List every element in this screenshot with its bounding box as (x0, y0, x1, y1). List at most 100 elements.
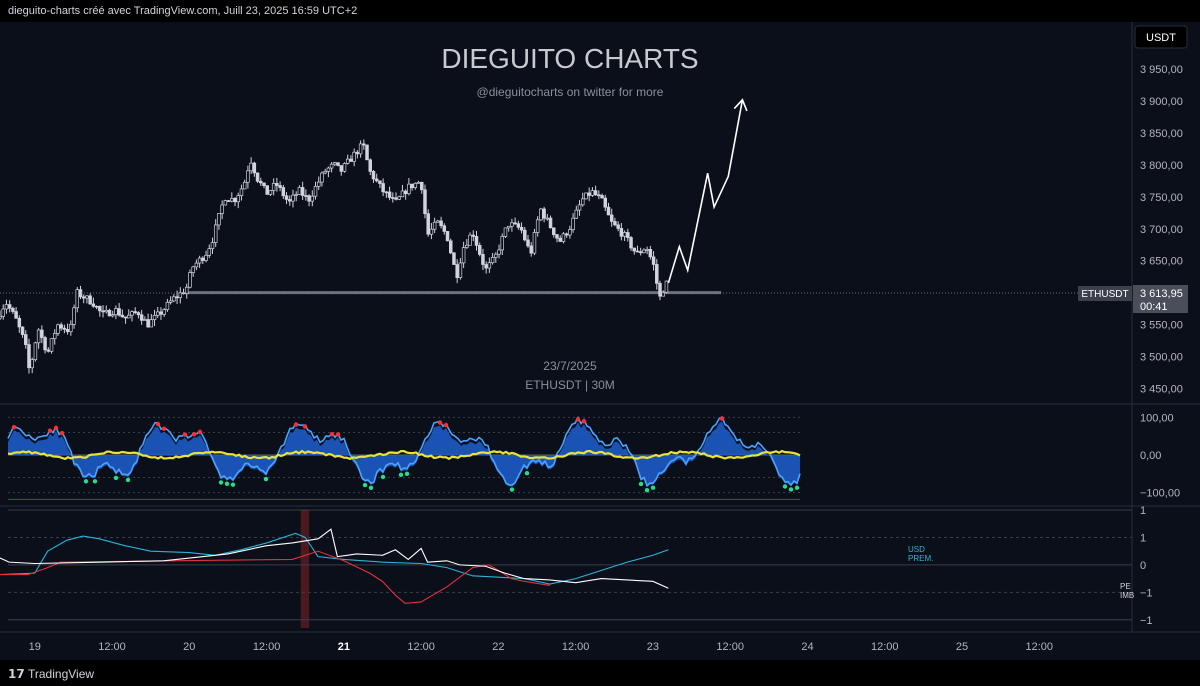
time-tick-label: 25 (956, 641, 968, 653)
osc-red-dot (161, 426, 167, 431)
candle-up (400, 190, 405, 198)
time-tick-label: 12:00 (253, 641, 281, 653)
pe-imb-label-1: PE (1120, 582, 1131, 591)
time-tick-label: 23 (647, 641, 659, 653)
candle-down (606, 206, 611, 216)
candle-down (281, 187, 286, 197)
candle-down (587, 192, 591, 196)
osc-yellow-line (7, 449, 801, 461)
osc-green-dot (113, 475, 119, 481)
osc-green-dot (92, 479, 98, 484)
price-tick-label: 3 650,00 (1140, 256, 1183, 268)
candle-up (468, 234, 472, 246)
candle-up (664, 280, 669, 293)
candle-up (130, 311, 134, 316)
candle-up (220, 204, 224, 214)
candle-down (455, 264, 459, 278)
candle-up (204, 254, 208, 261)
candle-down (423, 189, 427, 215)
candle-up (249, 162, 253, 172)
currency-button-label: USDT (1146, 32, 1176, 44)
candle-up (416, 181, 421, 184)
indicator-grid (8, 509, 1132, 621)
candle-up (584, 192, 588, 200)
candle-up (310, 195, 315, 202)
price-axis-background (1132, 22, 1200, 632)
indicator-lines (0, 528, 669, 604)
countdown-value: 00:41 (1140, 301, 1168, 313)
osc-red-dot (302, 424, 308, 429)
time-tick-label: 21 (338, 641, 350, 653)
candle-down (304, 195, 308, 197)
candle-down (629, 237, 633, 249)
footer-bar: 𝟭𝟳 TradingView (0, 660, 1200, 686)
candle-up (622, 232, 627, 237)
time-tick-label: 12:00 (562, 641, 590, 653)
candle-down (40, 329, 44, 338)
currency-button[interactable] (1134, 25, 1188, 49)
candle-down (300, 187, 305, 196)
candle-up (1, 308, 5, 317)
symbol-tag-label: ETHUSDT (1081, 289, 1128, 300)
candle-down (175, 296, 179, 299)
candle-up (210, 242, 215, 250)
projection-arrow (667, 98, 748, 284)
candle-down (394, 197, 398, 200)
osc-red-dot (329, 432, 335, 437)
candle-down (252, 162, 257, 174)
candle-down (43, 337, 47, 351)
indicator-series-white (0, 528, 669, 589)
osc-green-dot (380, 474, 386, 480)
candle-up (152, 314, 157, 321)
time-axis[interactable]: 19 12:00 20 12:00 21 12:00 22 12:00 23 12:00 24 12:… (29, 641, 1053, 653)
candle-down (529, 245, 533, 254)
candle-down (626, 232, 630, 238)
candle-down (519, 226, 524, 231)
candle-down (613, 221, 617, 226)
candle-down (381, 183, 385, 193)
candle-down (548, 217, 553, 229)
price-tick-label: 3 700,00 (1140, 224, 1183, 236)
oscillator-pane (7, 415, 801, 500)
oscillator-axis[interactable]: 100,00 0,00 −100,00 (1140, 412, 1180, 499)
candle-down (107, 309, 112, 317)
candle-down (20, 326, 25, 335)
candle-up (429, 228, 434, 235)
candle-down (523, 229, 527, 241)
candle-up (217, 213, 221, 226)
osc-red-dot (581, 419, 587, 424)
candle-down (278, 185, 282, 188)
pe-imb-label-2: IMB (1120, 591, 1134, 600)
candle-up (178, 292, 183, 298)
projection-path (667, 99, 744, 284)
candle-down (339, 165, 344, 172)
indicator-axis[interactable]: 1 1 0 −1 −1 (1140, 505, 1153, 627)
price-tick-label: 3 850,00 (1140, 128, 1183, 140)
candle-down (484, 264, 488, 269)
candle-up (590, 190, 595, 196)
candle-down (516, 223, 521, 228)
osc-red-dot (191, 432, 197, 437)
candle-up (0, 315, 2, 319)
candle-up (172, 296, 176, 302)
candle-up (490, 256, 495, 264)
candle-up (127, 314, 131, 319)
candle-down (284, 195, 289, 200)
osc-red-dot (182, 432, 188, 437)
candle-up (407, 183, 411, 195)
candle-down (14, 311, 18, 319)
candle-down (368, 159, 373, 172)
trading-chart[interactable]: DIEGUITO CHARTS @dieguitocharts on twitt… (0, 22, 1200, 660)
candle-down (98, 305, 102, 312)
candle-up (165, 302, 170, 310)
candle-down (555, 234, 559, 239)
candle-down (564, 233, 569, 236)
candle-up (329, 163, 334, 169)
candle-down (445, 231, 450, 242)
candle-up (497, 249, 501, 255)
candle-down (658, 282, 662, 297)
candle-down (59, 324, 63, 329)
candle-up (458, 262, 463, 278)
highlight-band-rect (300, 510, 310, 628)
watermark-symbol: ETHUSDT | 30M (525, 378, 615, 392)
